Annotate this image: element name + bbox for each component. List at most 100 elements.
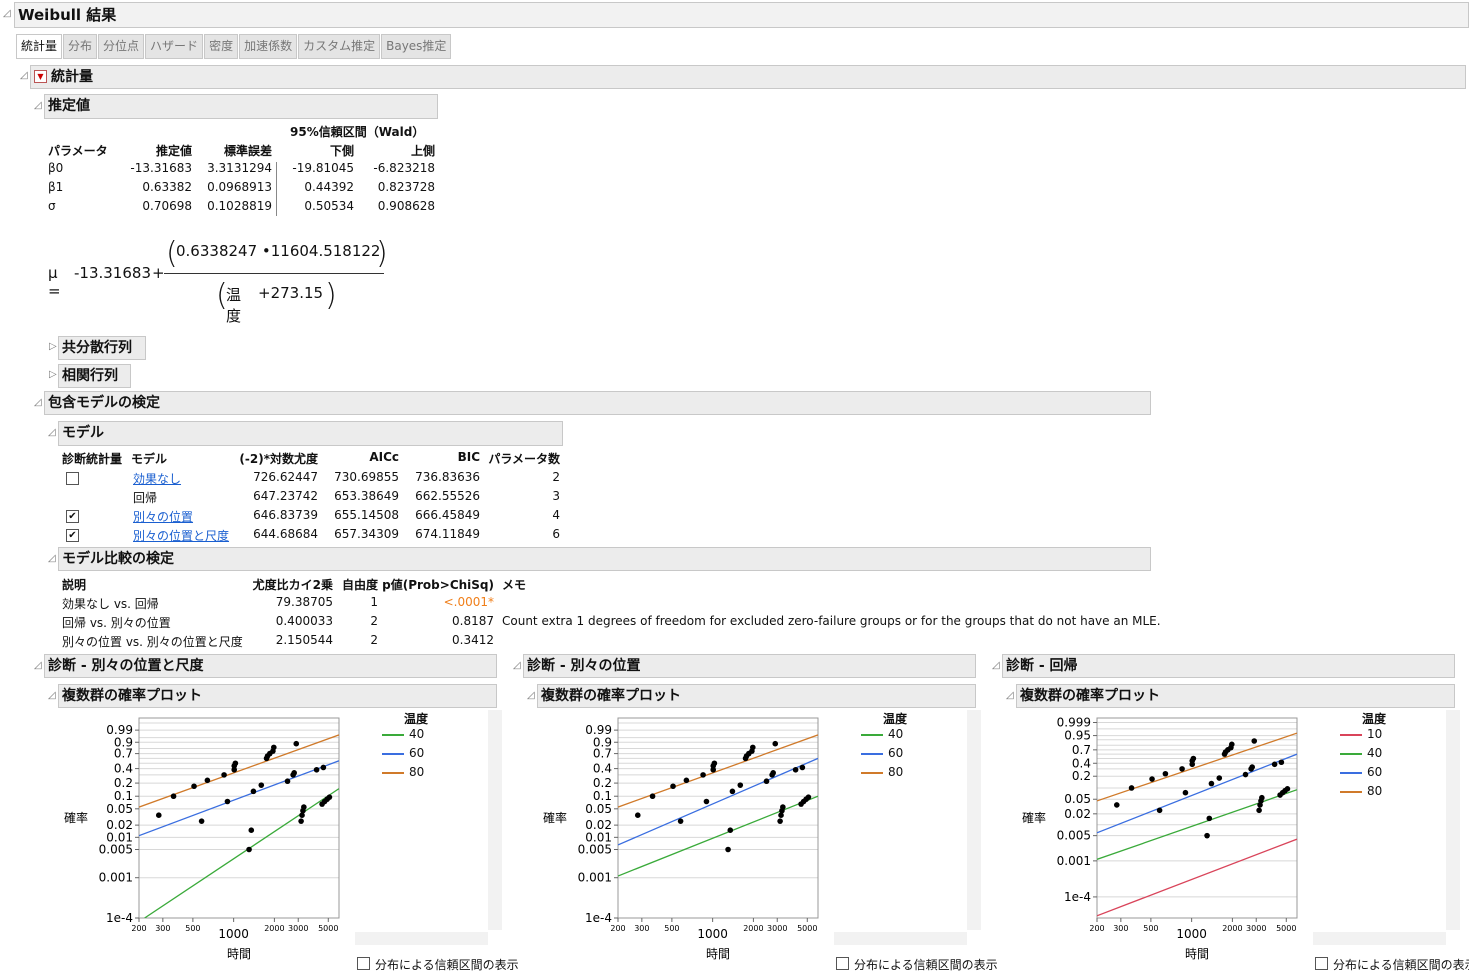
data-point (770, 770, 776, 776)
legend-label[interactable]: 80 (409, 765, 425, 779)
disclosure-icon[interactable]: ◿ (20, 70, 28, 81)
table-cell: 79.38705 (275, 595, 333, 609)
covariance-outline[interactable]: 共分散行列 (58, 336, 146, 360)
legend-label[interactable]: 80 (888, 765, 904, 779)
x-tick-label: 5000 (318, 924, 338, 933)
legend-label[interactable]: 40 (888, 727, 904, 741)
horizontal-scrollbar[interactable] (355, 932, 488, 945)
show-ci-label: 分布による信頼区間の表示 (1333, 958, 1469, 972)
show-ci-checkbox[interactable] (836, 957, 849, 970)
disclosure-icon[interactable]: ◿ (34, 397, 42, 408)
data-point (683, 777, 690, 784)
table-cell: 657.34309 (334, 527, 399, 541)
data-point (1156, 807, 1163, 814)
vertical-scrollbar[interactable] (488, 710, 502, 930)
tab-3[interactable]: ハザード (145, 34, 204, 59)
table-cell: 2 (552, 470, 560, 484)
column-header: AICc (369, 450, 399, 464)
y-tick-label: 0.9 (593, 735, 612, 749)
plot-frame (138, 717, 340, 919)
probability-plot: 0.990.90.70.40.20.10.05 0.020.010.005 0.00… (64, 717, 340, 960)
disclosure-icon[interactable]: ◿ (527, 690, 535, 701)
disclosure-icon[interactable]: ◿ (1006, 690, 1014, 701)
horizontal-scrollbar[interactable] (1313, 932, 1446, 945)
model-link[interactable]: 別々の位置 (133, 510, 194, 524)
table-cell: 効果なし vs. 回帰 (62, 597, 159, 611)
x-axis-label: 時間 (706, 947, 730, 960)
data-point (1284, 786, 1291, 792)
table-cell: 0.63382 (142, 180, 192, 194)
tab-4[interactable]: 密度 (204, 34, 239, 59)
divider (276, 162, 277, 216)
table-cell: 644.68684 (253, 527, 318, 541)
diagnostic-checkbox[interactable] (66, 472, 79, 485)
vertical-scrollbar[interactable] (967, 710, 981, 930)
disclosure-icon[interactable]: ◿ (513, 660, 521, 671)
fit-line-40 (144, 788, 339, 918)
y-tick-label: 1e-4 (1064, 890, 1091, 904)
data-point (710, 766, 717, 773)
column-header: p値(Prob>ChiSq) (382, 578, 494, 592)
x-tick-label: 200 (610, 924, 625, 933)
x-tick-label: 500 (664, 924, 679, 933)
expand-icon[interactable]: ▷ (49, 341, 57, 352)
disclosure-icon[interactable]: ◿ (48, 427, 56, 438)
y-tick-label: 0.4 (593, 762, 612, 776)
tab-2[interactable]: 分位点 (98, 34, 145, 59)
show-ci-checkbox[interactable] (1315, 957, 1328, 970)
legend-swatch (861, 753, 883, 755)
diagnostic-checkbox[interactable]: ✔ (66, 510, 79, 523)
correlation-outline[interactable]: 相関行列 (58, 364, 131, 388)
table-cell: 674.11849 (415, 527, 480, 541)
model-link[interactable]: 効果なし (133, 472, 182, 486)
data-point (737, 782, 744, 788)
tab-6[interactable]: カスタム推定 (298, 34, 381, 59)
disclosure-icon[interactable]: ◿ (34, 660, 42, 671)
data-point (777, 818, 783, 824)
fit-line-60 (1097, 753, 1297, 834)
horizontal-scrollbar[interactable] (834, 932, 967, 945)
legend-swatch (1340, 753, 1362, 755)
legend-label[interactable]: 60 (1367, 765, 1383, 779)
x-tick-label: 500 (185, 924, 200, 933)
table-cell: 3.3131294 (207, 161, 272, 175)
disclosure-icon[interactable]: ◿ (34, 100, 42, 111)
legend-label[interactable]: 40 (409, 727, 425, 741)
data-point (1113, 802, 1120, 808)
disclosure-icon[interactable]: ◿ (992, 660, 1000, 671)
table-cell: 647.23742 (253, 489, 318, 503)
tab-5[interactable]: 加速係数 (239, 34, 298, 59)
model-link[interactable]: 別々の位置と尺度 (133, 529, 230, 543)
tab-7[interactable]: Bayes推定 (381, 34, 452, 59)
data-point (1249, 764, 1255, 770)
table-cell: 726.62447 (253, 470, 318, 484)
legend-label[interactable]: 60 (888, 746, 904, 760)
column-header: パラメータ数 (488, 452, 560, 466)
show-ci-label: 分布による信頼区間の表示 (854, 958, 998, 972)
tab-1[interactable]: 分布 (63, 34, 98, 59)
diagnostic-checkbox[interactable]: ✔ (66, 529, 79, 542)
data-point (155, 812, 162, 818)
diagnostic-title: 診断 - 回帰 (1002, 654, 1455, 678)
legend-label[interactable]: 80 (1367, 784, 1383, 798)
disclosure-icon[interactable]: ◿ (3, 8, 11, 19)
vertical-scrollbar[interactable] (1446, 710, 1460, 930)
data-point (1271, 761, 1278, 768)
legend-label[interactable]: 40 (1367, 746, 1383, 760)
legend-label[interactable]: 10 (1367, 727, 1383, 741)
data-point (1204, 832, 1210, 839)
legend-label[interactable]: 60 (409, 746, 425, 760)
legend-swatch (1340, 772, 1362, 774)
report-title: Weibull 結果 (14, 2, 1469, 28)
legend-swatch (1340, 734, 1362, 736)
x-axis-label: 時間 (1185, 947, 1209, 960)
tab-0[interactable]: 統計量 (16, 34, 63, 59)
expand-icon[interactable]: ▷ (49, 369, 57, 380)
show-ci-checkbox[interactable] (357, 957, 370, 970)
column-header: 診断統計量 (62, 452, 123, 466)
disclosure-icon[interactable]: ◿ (48, 690, 56, 701)
red-triangle-menu-icon[interactable]: ▼ (34, 70, 47, 83)
y-tick-label: 0.01 (585, 830, 612, 844)
disclosure-icon[interactable]: ◿ (48, 553, 56, 564)
